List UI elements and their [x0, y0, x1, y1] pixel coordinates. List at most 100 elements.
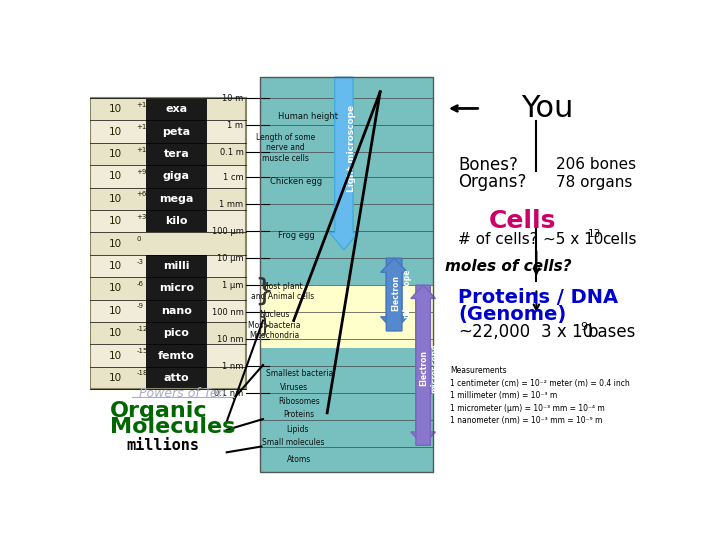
Text: 10: 10: [109, 284, 122, 293]
Text: 1 μm: 1 μm: [222, 281, 243, 289]
Text: 10 nm: 10 nm: [217, 335, 243, 344]
Text: 13: 13: [588, 230, 601, 239]
Text: Nucleus
Most bacteria
Mitochondria: Nucleus Most bacteria Mitochondria: [248, 310, 300, 340]
Text: mega: mega: [159, 194, 194, 204]
Bar: [90, 322, 246, 345]
Bar: [145, 300, 207, 322]
Text: giga: giga: [163, 171, 190, 181]
Bar: [90, 232, 246, 255]
Text: 10: 10: [109, 171, 122, 181]
Text: Molecules: Molecules: [109, 416, 235, 436]
Text: Chicken egg: Chicken egg: [271, 177, 323, 186]
Bar: [260, 285, 433, 356]
Text: 10: 10: [109, 149, 122, 159]
Bar: [145, 277, 207, 300]
Text: -15: -15: [136, 348, 148, 354]
Text: Organic: Organic: [109, 401, 207, 421]
Text: 0.1 nm: 0.1 nm: [215, 389, 243, 398]
Text: ~22,000: ~22,000: [459, 323, 531, 341]
Bar: [260, 348, 433, 472]
Text: millions: millions: [126, 438, 199, 453]
Text: 10 m: 10 m: [222, 93, 243, 103]
Text: 10 μm: 10 μm: [217, 254, 243, 262]
Text: (Genome): (Genome): [459, 305, 567, 324]
Bar: [90, 255, 246, 277]
Text: cells: cells: [602, 232, 636, 247]
Text: # of cells?: # of cells?: [459, 232, 538, 247]
Text: -3: -3: [136, 259, 143, 265]
FancyArrow shape: [411, 285, 436, 446]
Text: 0.1 m: 0.1 m: [220, 147, 243, 157]
FancyArrow shape: [411, 285, 436, 446]
Text: 10: 10: [109, 350, 122, 361]
Text: You: You: [521, 94, 574, 123]
Text: tera: tera: [163, 149, 189, 159]
Text: -12: -12: [136, 326, 148, 332]
Bar: [145, 367, 207, 389]
Text: 10: 10: [109, 328, 122, 338]
Text: 100 nm: 100 nm: [212, 308, 243, 316]
Bar: [145, 98, 207, 120]
Text: Length of some
nerve and
muscle cells: Length of some nerve and muscle cells: [256, 133, 315, 163]
Text: }: }: [257, 316, 271, 336]
Text: 10: 10: [109, 239, 122, 248]
Text: 78 organs: 78 organs: [556, 174, 632, 190]
Text: +15: +15: [136, 124, 151, 130]
Text: nano: nano: [161, 306, 192, 316]
Bar: [145, 345, 207, 367]
Text: kilo: kilo: [166, 216, 188, 226]
Text: }: }: [254, 277, 274, 306]
Bar: [90, 143, 246, 165]
Bar: [145, 187, 207, 210]
Text: 1 m: 1 m: [228, 120, 243, 130]
Text: Measurements
1 centimeter (cm) = 10⁻² meter (m) = 0.4 inch
1 millimeter (mm) = 1: Measurements 1 centimeter (cm) = 10⁻² me…: [450, 366, 630, 426]
Text: 10: 10: [109, 306, 122, 316]
Bar: [90, 345, 246, 367]
Bar: [145, 143, 207, 165]
Text: 3 x 10: 3 x 10: [541, 323, 593, 341]
Text: Bones?: Bones?: [459, 156, 518, 173]
Bar: [90, 210, 246, 232]
Text: +9: +9: [136, 169, 147, 175]
Text: 10: 10: [109, 194, 122, 204]
Bar: [90, 300, 246, 322]
Bar: [90, 367, 246, 389]
Bar: [145, 210, 207, 232]
Text: Smallest bacteria: Smallest bacteria: [266, 369, 333, 378]
Text: Proteins: Proteins: [284, 410, 315, 420]
Text: Electron
microscope: Electron microscope: [420, 343, 439, 393]
Bar: [90, 277, 246, 300]
Text: micro: micro: [159, 284, 194, 293]
Text: Human height: Human height: [278, 112, 338, 122]
Text: +12: +12: [136, 146, 151, 153]
Text: 100 μm: 100 μm: [212, 227, 243, 235]
Text: atto: atto: [163, 373, 189, 383]
Text: 206 bones: 206 bones: [556, 157, 636, 172]
Bar: [145, 322, 207, 345]
Text: +18: +18: [136, 102, 151, 108]
Text: Lipids: Lipids: [287, 424, 309, 434]
Text: Most plant
and Animal cells: Most plant and Animal cells: [251, 282, 314, 301]
Text: bases: bases: [588, 323, 636, 341]
Bar: [90, 98, 246, 389]
Text: 10: 10: [109, 216, 122, 226]
Text: Viruses: Viruses: [279, 383, 307, 392]
Bar: [260, 77, 433, 285]
Bar: [145, 120, 207, 143]
Text: Frog egg: Frog egg: [278, 231, 315, 240]
Text: pico: pico: [163, 328, 189, 338]
Text: 10: 10: [109, 373, 122, 383]
Bar: [260, 77, 433, 472]
Text: 0: 0: [136, 236, 141, 242]
Text: +3: +3: [136, 214, 147, 220]
Text: Light microscope: Light microscope: [346, 104, 356, 192]
Text: 1 mm: 1 mm: [220, 200, 243, 208]
Text: Electron
microscope: Electron microscope: [392, 269, 411, 318]
Text: 10: 10: [109, 127, 122, 137]
FancyArrow shape: [329, 77, 359, 250]
Bar: [90, 98, 246, 120]
Bar: [145, 255, 207, 277]
Text: milli: milli: [163, 261, 190, 271]
FancyArrow shape: [381, 258, 408, 331]
Text: Powers of Ten: Powers of Ten: [139, 387, 225, 400]
